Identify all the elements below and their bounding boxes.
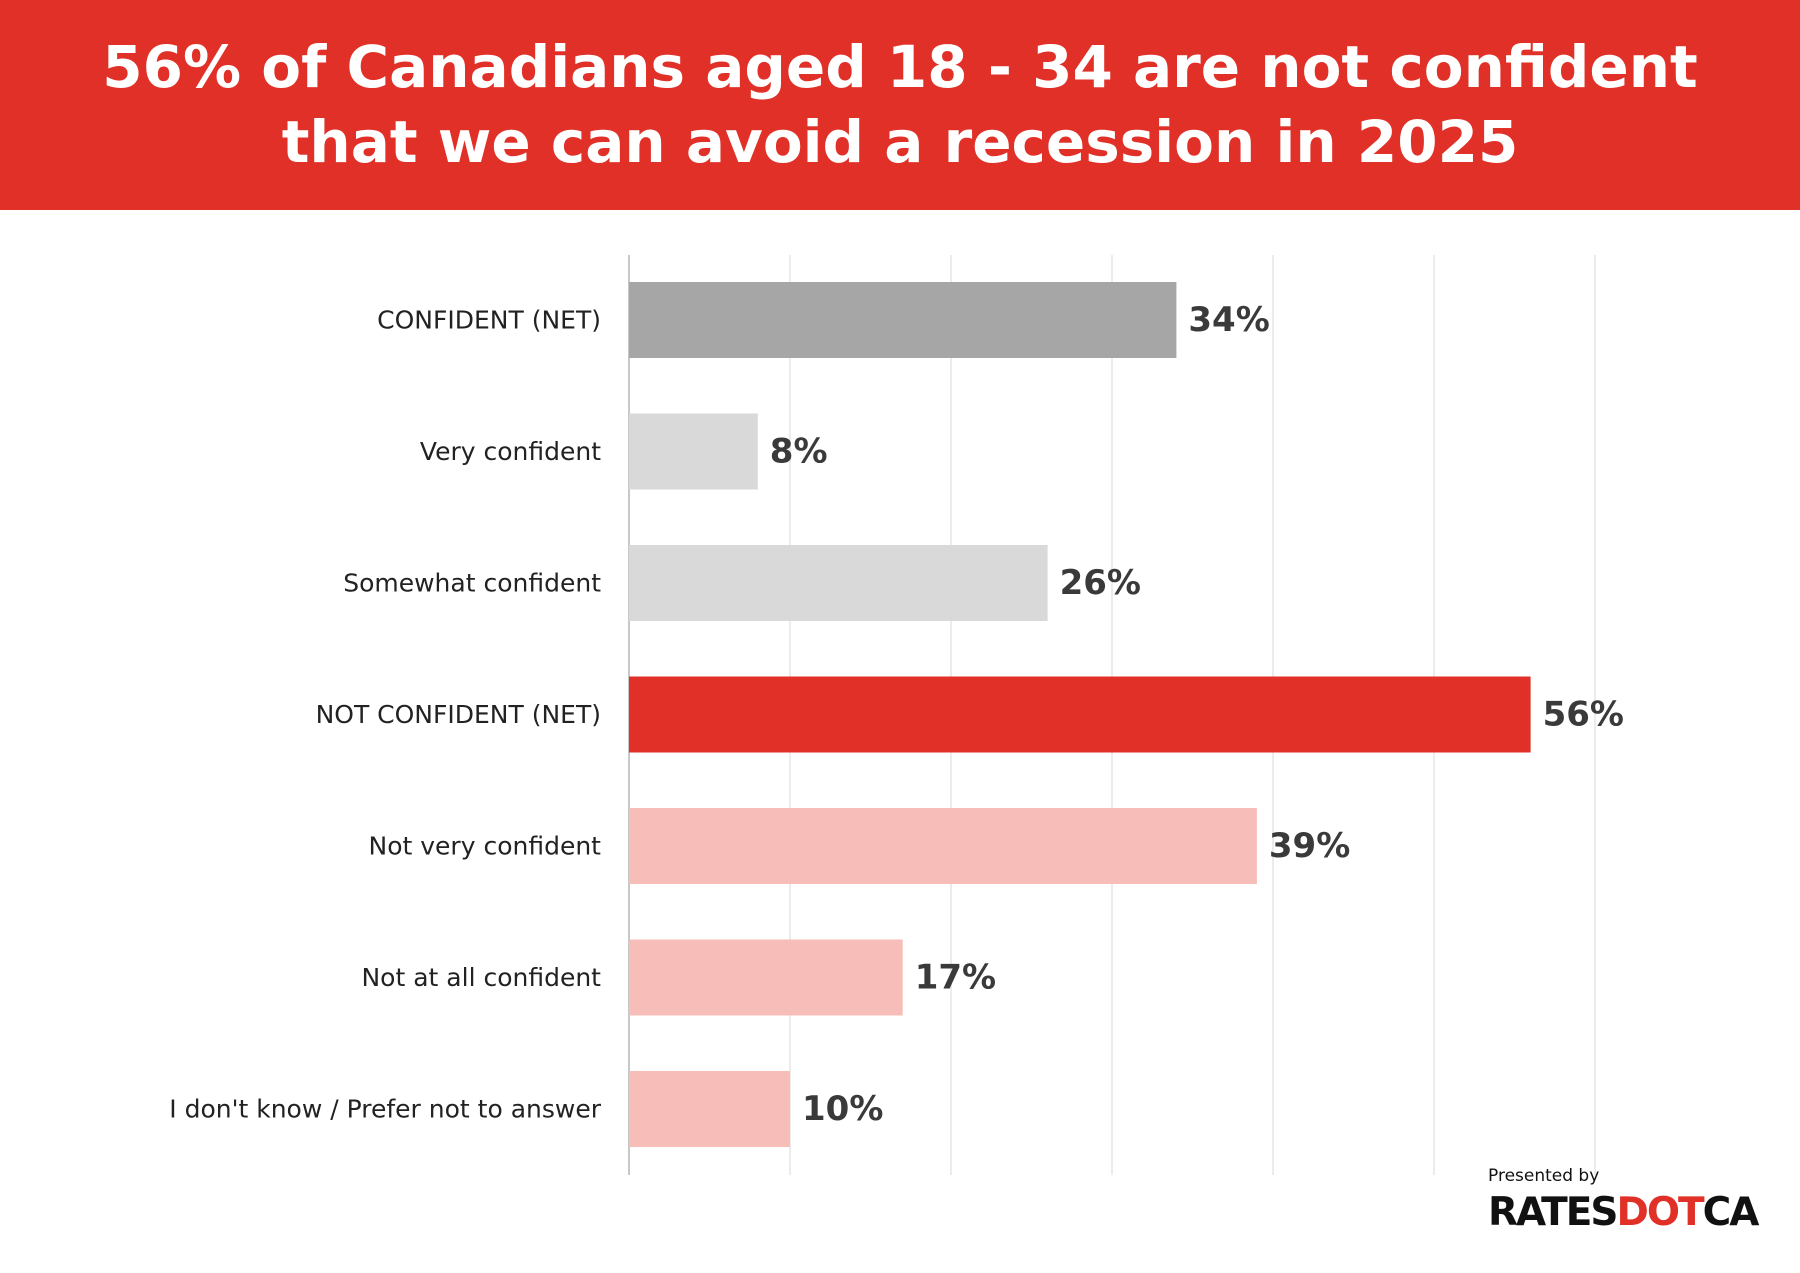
bar-1 — [629, 282, 1177, 358]
ratesdotca-logo: RATESDOTCA — [1488, 1190, 1760, 1235]
bar-chart: CONFIDENT (NET) Very confident Somewhat co… — [169, 255, 1624, 1175]
logo-dot: DOT — [1616, 1190, 1705, 1235]
category-label-5: Not very confident — [369, 832, 602, 861]
chart-title-line-1: 56% of Canadians aged 18 - 34 are not co… — [102, 33, 1698, 101]
chart-title-line-2: that we can avoid a recession in 2025 — [281, 108, 1519, 176]
bars — [629, 282, 1531, 1147]
value-label-4: 56% — [1543, 695, 1624, 735]
bar-7 — [629, 1071, 790, 1147]
category-label-7: I don't know / Prefer not to answer — [169, 1095, 601, 1124]
bar-5 — [629, 808, 1257, 884]
bar-2 — [629, 413, 758, 490]
category-label-2: Very confident — [420, 437, 601, 466]
bar-4 — [629, 676, 1531, 753]
category-label-1: CONFIDENT (NET) — [377, 306, 601, 335]
category-label-6: Not at all confident — [361, 963, 601, 992]
category-label-3: Somewhat confident — [343, 569, 601, 598]
value-label-2: 8% — [770, 432, 828, 472]
bar-6 — [629, 939, 903, 1016]
category-labels: CONFIDENT (NET) Very confident Somewhat co… — [169, 306, 601, 1124]
value-label-3: 26% — [1060, 563, 1141, 603]
logo-rates: RATES — [1488, 1190, 1619, 1235]
value-label-5: 39% — [1269, 826, 1350, 866]
value-label-6: 17% — [915, 958, 996, 998]
value-labels: 34% 8% 26% 56% 39% 17% 10% — [770, 300, 1624, 1129]
logo-ca: CA — [1702, 1190, 1760, 1235]
value-label-1: 34% — [1188, 300, 1269, 340]
value-label-7: 10% — [802, 1089, 883, 1129]
presented-by-text: Presented by — [1488, 1166, 1600, 1186]
title-banner: 56% of Canadians aged 18 - 34 are not co… — [0, 0, 1800, 210]
category-label-4: NOT CONFIDENT (NET) — [316, 700, 601, 729]
bar-3 — [629, 545, 1048, 621]
